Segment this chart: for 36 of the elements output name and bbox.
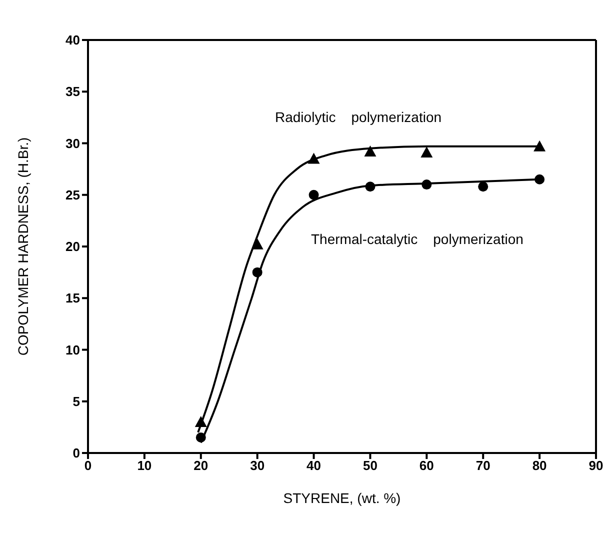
point xyxy=(308,190,319,200)
y-axis-title: COPOLYMER HARDNESS, (H.Br.) xyxy=(14,137,31,356)
y-tick-label: 40 xyxy=(66,32,80,48)
point xyxy=(420,146,433,158)
x-tick-label: 70 xyxy=(476,458,490,474)
y-tick-label: 15 xyxy=(66,290,80,306)
point xyxy=(534,140,546,152)
x-tick-label: 10 xyxy=(137,458,152,474)
y-tick-label: 30 xyxy=(66,136,80,151)
x-tick-label: 50 xyxy=(362,458,378,474)
point xyxy=(194,416,207,428)
y-tick-label: 5 xyxy=(72,394,80,409)
y-tick-label: 0 xyxy=(72,446,80,461)
y-tick-label: 10 xyxy=(66,342,80,358)
x-tick-label: 0 xyxy=(84,458,92,474)
y-tick-label: 35 xyxy=(66,84,80,100)
point xyxy=(252,267,262,278)
x-tick-label: 20 xyxy=(194,458,208,474)
annotation: Thermal-catalytic polymerization xyxy=(311,231,524,247)
point xyxy=(251,238,264,250)
point xyxy=(365,182,376,192)
y-tick-label: 20 xyxy=(66,239,80,254)
x-tick-label: 30 xyxy=(250,458,265,474)
annotation: Radiolytic polymerization xyxy=(275,109,442,125)
x-tick-label: 80 xyxy=(532,458,547,474)
y-tick-label: 25 xyxy=(66,187,80,202)
point xyxy=(196,432,206,443)
x-tick-label: 40 xyxy=(306,458,322,474)
point xyxy=(364,146,376,157)
point xyxy=(308,152,320,164)
x-axis-title: STYRENE, (wt. %) xyxy=(283,490,401,506)
point xyxy=(422,180,432,190)
x-tick-label: 90 xyxy=(588,458,604,474)
point xyxy=(534,174,545,184)
point xyxy=(478,182,488,192)
x-tick-label: 60 xyxy=(419,458,434,474)
